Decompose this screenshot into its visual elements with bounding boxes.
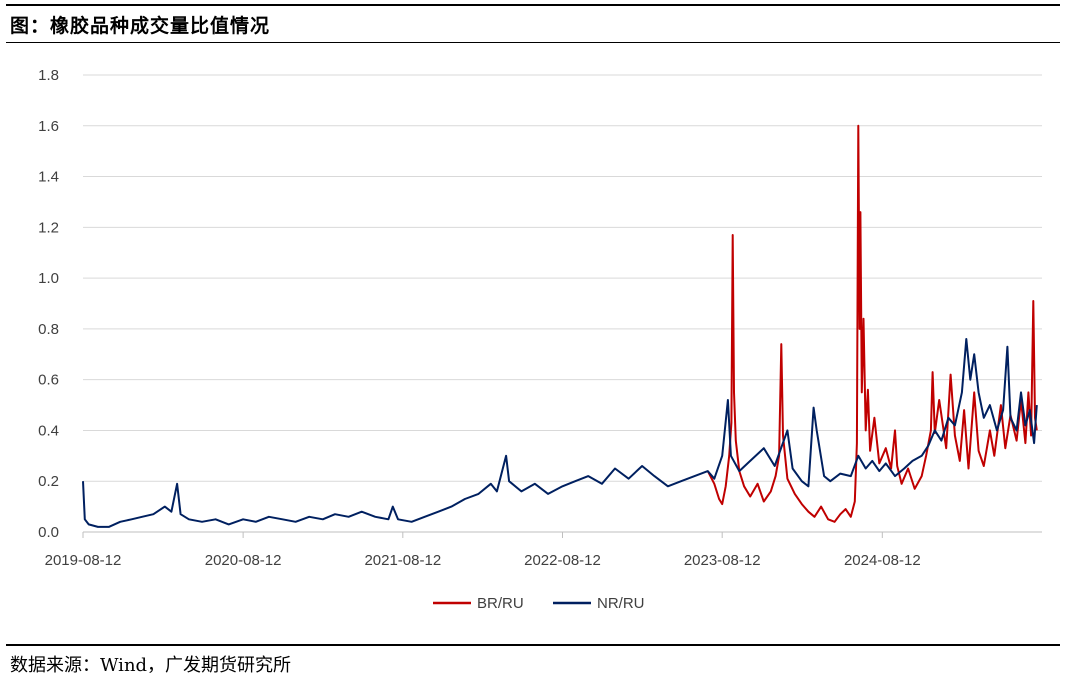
y-tick-label: 1.0: [38, 270, 59, 287]
y-tick-label: 1.8: [38, 67, 59, 84]
x-tick-label: 2024-08-12: [844, 552, 921, 569]
series-line-br-ru: [706, 124, 1038, 523]
chart-title: 图：橡胶品种成交量比值情况: [10, 15, 271, 37]
title-rule: [6, 42, 1060, 43]
bottom-rule: [6, 644, 1060, 646]
x-tick-label: 2021-08-12: [364, 552, 441, 569]
x-tick-label: 2023-08-12: [684, 552, 761, 569]
axes: 0.0 0.2 0.4 0.6 0.8 1.0 1.2 1.4 1.6 1.8 2019-08-12…: [38, 67, 1042, 569]
x-tick-label: 2020-08-12: [205, 552, 282, 569]
legend-label-br-ru: BR/RU: [477, 595, 524, 612]
y-tick-label: 0.4: [38, 422, 59, 439]
y-tick-label: 0.6: [38, 372, 59, 389]
y-tick-label: 1.4: [38, 169, 59, 186]
y-tick-label: 0.0: [38, 524, 59, 541]
x-tick-label: 2022-08-12: [524, 552, 601, 569]
series-line-nr-ru: [82, 338, 1038, 528]
source-note: 数据来源：Wind，广发期货研究所: [10, 655, 292, 676]
grid-lines: [83, 74, 1042, 482]
y-tick-label: 1.6: [38, 118, 59, 135]
series-lines: [82, 124, 1038, 528]
y-tick-label: 1.2: [38, 219, 59, 236]
legend: BR/RU NR/RU: [433, 595, 645, 612]
y-tick-label: 0.2: [38, 473, 59, 490]
line-chart: 0.0 0.2 0.4 0.6 0.8 1.0 1.2 1.4 1.6 1.8 2019-08-12…: [38, 67, 1042, 612]
legend-label-nr-ru: NR/RU: [597, 595, 645, 612]
top-rule: [6, 4, 1060, 6]
y-tick-label: 0.8: [38, 321, 59, 338]
x-tick-label: 2019-08-12: [45, 552, 122, 569]
